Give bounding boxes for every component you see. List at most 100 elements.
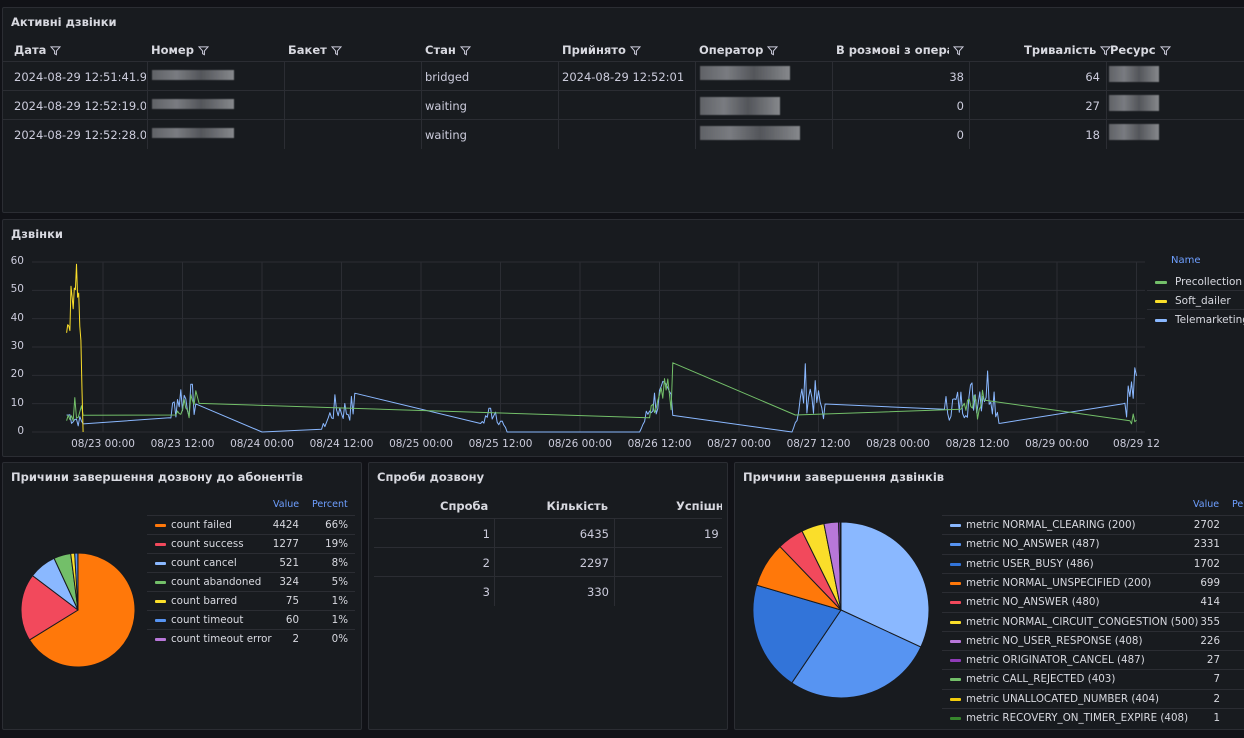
column-header[interactable]: Спроба xyxy=(440,499,489,513)
column-header[interactable]: Тривалість xyxy=(1024,43,1112,57)
filter-icon[interactable] xyxy=(330,45,343,56)
legend-item[interactable]: metric CALL_REJECTED (403) 7 xyxy=(942,669,1244,688)
legend-item[interactable]: metric NORMAL_CLEARING (200) 2702 xyxy=(942,515,1244,534)
legend-item[interactable]: count success 1277 19% xyxy=(147,534,355,553)
cell-divider xyxy=(284,91,285,120)
value-header[interactable]: Value xyxy=(1193,499,1220,510)
cell-duration: 64 xyxy=(1085,70,1100,84)
legend-item[interactable]: metric ORIGINATOR_CANCEL (487) 27 xyxy=(942,650,1244,669)
column-header[interactable]: Кількість xyxy=(546,499,608,513)
x-tick-label: 08/27 12:00 xyxy=(786,438,851,450)
legend-label: metric NO_ANSWER (487) xyxy=(966,538,1100,551)
filter-icon[interactable] xyxy=(50,45,62,56)
column-header[interactable]: Дата xyxy=(14,43,62,57)
column-header[interactable]: Стан xyxy=(425,43,472,57)
legend-value: 414 xyxy=(1200,596,1220,609)
legend-item[interactable]: metric RECOVERY_ON_TIMER_EXPIRE (408) 1 xyxy=(942,708,1244,727)
pie-slice[interactable] xyxy=(20,574,79,641)
column-header[interactable]: В розмові з операто xyxy=(836,43,965,57)
cell-divider xyxy=(614,548,615,577)
x-tick-label: 08/23 12:00 xyxy=(150,438,215,450)
filter-icon[interactable] xyxy=(767,45,779,56)
pie-slice[interactable] xyxy=(840,521,930,648)
column-header-label: Ресурс xyxy=(1110,43,1156,57)
column-header[interactable]: Оператор xyxy=(699,43,779,57)
table-row[interactable]: 2 2297 xyxy=(374,547,722,577)
cell-talk: 0 xyxy=(956,99,964,113)
cell-divider xyxy=(558,62,559,91)
cell-duration: 27 xyxy=(1085,99,1100,113)
legend-label: metric NORMAL_UNSPECIFIED (200) xyxy=(966,576,1152,589)
legend-item[interactable]: metric NO_USER_RESPONSE (408) 226 xyxy=(942,630,1244,650)
legend-item[interactable]: count timeout 60 1% xyxy=(147,610,355,629)
legend-item[interactable]: Soft_dailer xyxy=(1155,295,1231,307)
column-header[interactable]: Бакет xyxy=(288,43,343,57)
column-header[interactable]: Ресурс xyxy=(1110,43,1171,57)
cell-attempt: 2 xyxy=(482,556,490,570)
call-reasons-title: Причини завершення дзвінків xyxy=(743,470,945,484)
legend-item[interactable]: metric USER_BUSY (486) 1702 xyxy=(942,553,1244,573)
column-header[interactable]: Прийнято xyxy=(562,43,642,57)
filter-icon[interactable] xyxy=(1159,45,1171,56)
legend-swatch xyxy=(950,678,961,682)
cell-divider xyxy=(558,91,559,120)
percent-header[interactable]: Pe xyxy=(1232,499,1244,510)
legend-swatch xyxy=(950,581,961,585)
filter-icon[interactable] xyxy=(459,45,472,56)
table-row[interactable]: 3 330 xyxy=(374,576,722,606)
legend-item[interactable]: count timeout error 2 0% xyxy=(147,629,355,648)
filter-icon[interactable] xyxy=(1100,45,1112,56)
legend-item[interactable]: count cancel 521 8% xyxy=(147,553,355,572)
legend-label: count abandoned xyxy=(171,576,262,588)
legend-item[interactable]: metric NO_ANSWER (487) 2331 xyxy=(942,534,1244,553)
legend-item[interactable]: Precollection xyxy=(1155,276,1242,288)
legend-label: metric ORIGINATOR_CANCEL (487) xyxy=(966,654,1145,667)
cell-count: 330 xyxy=(587,585,609,599)
pie-slice[interactable] xyxy=(752,584,842,684)
legend-name-header[interactable]: Name xyxy=(1171,255,1201,266)
legend-item[interactable]: count abandoned 324 5% xyxy=(147,572,355,591)
legend-item[interactable]: metric UNALLOCATED_NUMBER (404) 2 xyxy=(942,688,1244,708)
cell-divider xyxy=(832,120,833,149)
percent-header[interactable]: Percent xyxy=(312,499,348,510)
column-header-label: Прийнято xyxy=(562,43,626,57)
pie-slice[interactable] xyxy=(791,609,922,699)
table-row[interactable]: 2024-08-29 12:52:19.05 waiting 0 27 xyxy=(2,90,1244,120)
legend-value: 1702 xyxy=(1193,557,1220,570)
table-row[interactable]: 2024-08-29 12:51:41.976 bridged 2024-08-29… xyxy=(2,61,1244,91)
table-row[interactable]: 2024-08-29 12:52:28.07 waiting 0 18 xyxy=(2,119,1244,149)
filter-icon[interactable] xyxy=(197,45,210,56)
legend-item[interactable]: metric NORMAL_UNSPECIFIED (200) 699 xyxy=(942,572,1244,592)
legend-item[interactable]: count barred 75 1% xyxy=(147,591,355,610)
y-tick-label: 10 xyxy=(10,396,24,409)
cell-duration: 18 xyxy=(1085,128,1100,142)
legend-label: metric NORMAL_CIRCUIT_CONGESTION (500) xyxy=(966,615,1199,628)
legend-item[interactable]: count failed 4424 66% xyxy=(147,515,355,534)
legend-item[interactable]: Telemarketing xyxy=(1155,314,1244,326)
cell-success: 19 xyxy=(704,527,719,541)
x-tick-label: 08/24 00:00 xyxy=(230,438,294,450)
redacted-resource xyxy=(1109,124,1159,140)
value-header[interactable]: Value xyxy=(273,499,300,510)
calls-panel: Дзвінки xyxy=(2,219,1244,457)
y-tick-label: 40 xyxy=(10,311,24,324)
filter-icon[interactable] xyxy=(629,45,642,56)
legend-item[interactable]: metric NORMAL_CIRCUIT_CONGESTION (500) 35… xyxy=(942,611,1244,631)
legend-item[interactable]: metric NO_ANSWER (480) 414 xyxy=(942,592,1244,611)
cell-divider xyxy=(614,577,615,606)
filter-icon[interactable] xyxy=(952,45,965,56)
pie-slice[interactable] xyxy=(28,552,136,668)
x-tick-label: 08/25 00:00 xyxy=(389,438,453,450)
cell-count: 6435 xyxy=(579,527,609,541)
cell-divider xyxy=(695,91,696,120)
cell-divider xyxy=(969,62,970,91)
table-row[interactable]: 1 6435 19 xyxy=(374,518,722,548)
redacted-number xyxy=(152,99,234,109)
cell-talk: 38 xyxy=(949,70,964,84)
redacted-operator xyxy=(700,126,800,140)
column-header[interactable]: Номер xyxy=(151,43,210,57)
legend-value: 4424 xyxy=(272,519,299,531)
cell-divider xyxy=(614,519,615,548)
column-header[interactable]: Успішні xyxy=(676,499,722,513)
legend-value: 226 xyxy=(1200,634,1220,647)
